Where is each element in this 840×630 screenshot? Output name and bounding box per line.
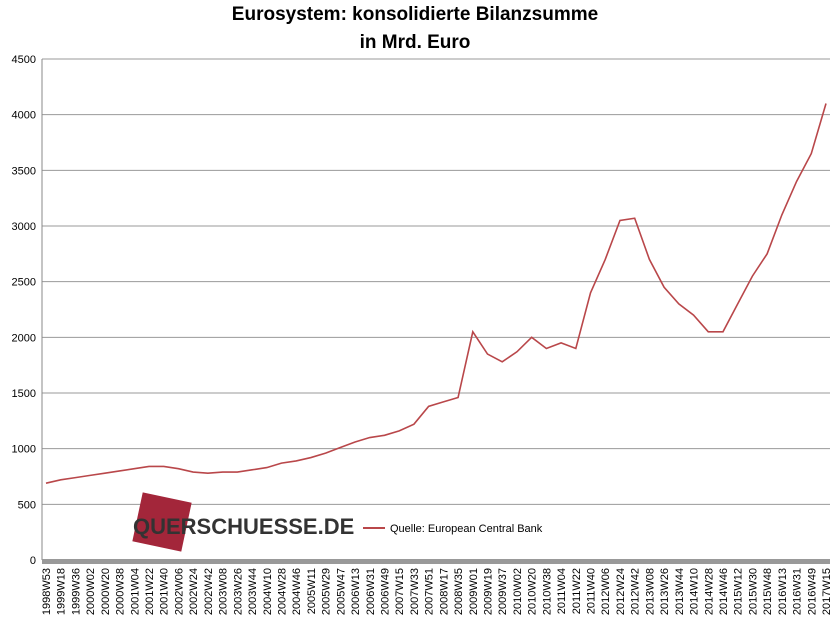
x-tick-label: 2016W31: [792, 568, 804, 615]
x-tick-label: 2014W46: [718, 568, 730, 615]
x-tick-label: 2011W04: [556, 568, 568, 614]
x-tick-label: 2015W12: [733, 568, 745, 615]
y-tick-label: 3500: [12, 165, 36, 177]
x-tick-label: 2014W10: [689, 568, 701, 615]
x-tick-label: 2015W48: [762, 568, 774, 615]
x-tick-label: 2002W06: [173, 568, 185, 615]
x-tick-label: 1998W53: [41, 568, 53, 615]
y-tick-label: 4000: [12, 110, 36, 122]
x-tick-label: 2009W19: [483, 568, 495, 615]
x-tick-label: 2003W26: [232, 568, 244, 615]
x-tick-label: 2002W24: [188, 568, 200, 615]
x-tick-label: 2012W06: [600, 568, 612, 615]
y-tick-label: 1000: [12, 444, 36, 456]
x-tick-label: 2000W38: [115, 568, 127, 615]
x-tick-label: 2001W04: [129, 568, 141, 615]
x-tick-label: 2000W20: [100, 568, 112, 615]
y-tick-label: 0: [30, 555, 36, 567]
x-tick-label: 2006W49: [379, 568, 391, 615]
x-tick-label: 2005W11: [306, 568, 318, 614]
x-tick-label: 2007W51: [424, 568, 436, 615]
x-tick-label: 2015W30: [747, 568, 759, 615]
x-tick-label: 2006W31: [365, 568, 377, 615]
x-tick-label: 2004W46: [291, 568, 303, 615]
x-tick-label: 2008W35: [453, 568, 465, 615]
x-tick-label: 2008W17: [438, 568, 450, 615]
x-tick-label: 2002W42: [203, 568, 215, 615]
x-tick-label: 2011W40: [586, 568, 598, 614]
x-tick-label: 1999W18: [56, 568, 68, 615]
x-axis: [42, 559, 830, 564]
y-tick-label: 1500: [12, 388, 36, 400]
x-tick-label: 2009W37: [497, 568, 509, 615]
x-tick-label: 2017W15: [821, 568, 833, 615]
x-tick-label: 2007W33: [409, 568, 421, 615]
chart-title: Eurosystem: konsolidierte Bilanzsumme: [232, 4, 598, 25]
x-tick-label: 2005W47: [335, 568, 347, 615]
x-tick-label: 2004W10: [262, 568, 274, 615]
x-tick-label: 2000W02: [85, 568, 97, 615]
x-tick-label: 2013W44: [674, 568, 686, 615]
x-tick-label: 2016W49: [806, 568, 818, 615]
watermark-logo: [132, 492, 192, 552]
y-tick-label: 2500: [12, 277, 36, 289]
x-tick-label: 1999W36: [70, 568, 82, 615]
x-tick-label: 2010W20: [527, 568, 539, 615]
chart-subtitle: in Mrd. Euro: [360, 32, 471, 53]
y-tick-label: 2000: [12, 332, 36, 344]
x-tick-label: 2009W01: [468, 568, 480, 615]
x-tick-label: 2012W42: [630, 568, 642, 615]
y-tick-label: 500: [18, 499, 36, 511]
x-tick-label: 2010W02: [512, 568, 524, 615]
x-tick-label: 2010W38: [541, 568, 553, 615]
x-tick-label: 2004W28: [276, 568, 288, 615]
x-tick-label: 2014W28: [703, 568, 715, 615]
y-tick-label: 3000: [12, 221, 36, 233]
x-tick-label: 2007W15: [394, 568, 406, 615]
data-line: [45, 103, 827, 484]
x-tick-label: 2012W24: [615, 568, 627, 615]
x-tick-label: 2013W08: [644, 568, 656, 615]
x-tick-label: 2001W22: [144, 568, 156, 615]
legend-label: Quelle: European Central Bank: [390, 523, 543, 535]
x-tick-label: 2003W44: [247, 568, 259, 615]
x-tick-label: 2006W13: [350, 568, 362, 615]
x-tick-label: 2013W26: [659, 568, 671, 615]
watermark: QUERSCHUESSE.DE: [133, 514, 354, 539]
x-tick-label: 2011W22: [571, 568, 583, 614]
x-tick-label: 2016W13: [777, 568, 789, 615]
y-tick-label: 4500: [12, 54, 36, 66]
x-tick-label: 2005W29: [321, 568, 333, 615]
x-tick-label: 2003W08: [218, 568, 230, 615]
x-tick-label: 2001W40: [159, 568, 171, 615]
